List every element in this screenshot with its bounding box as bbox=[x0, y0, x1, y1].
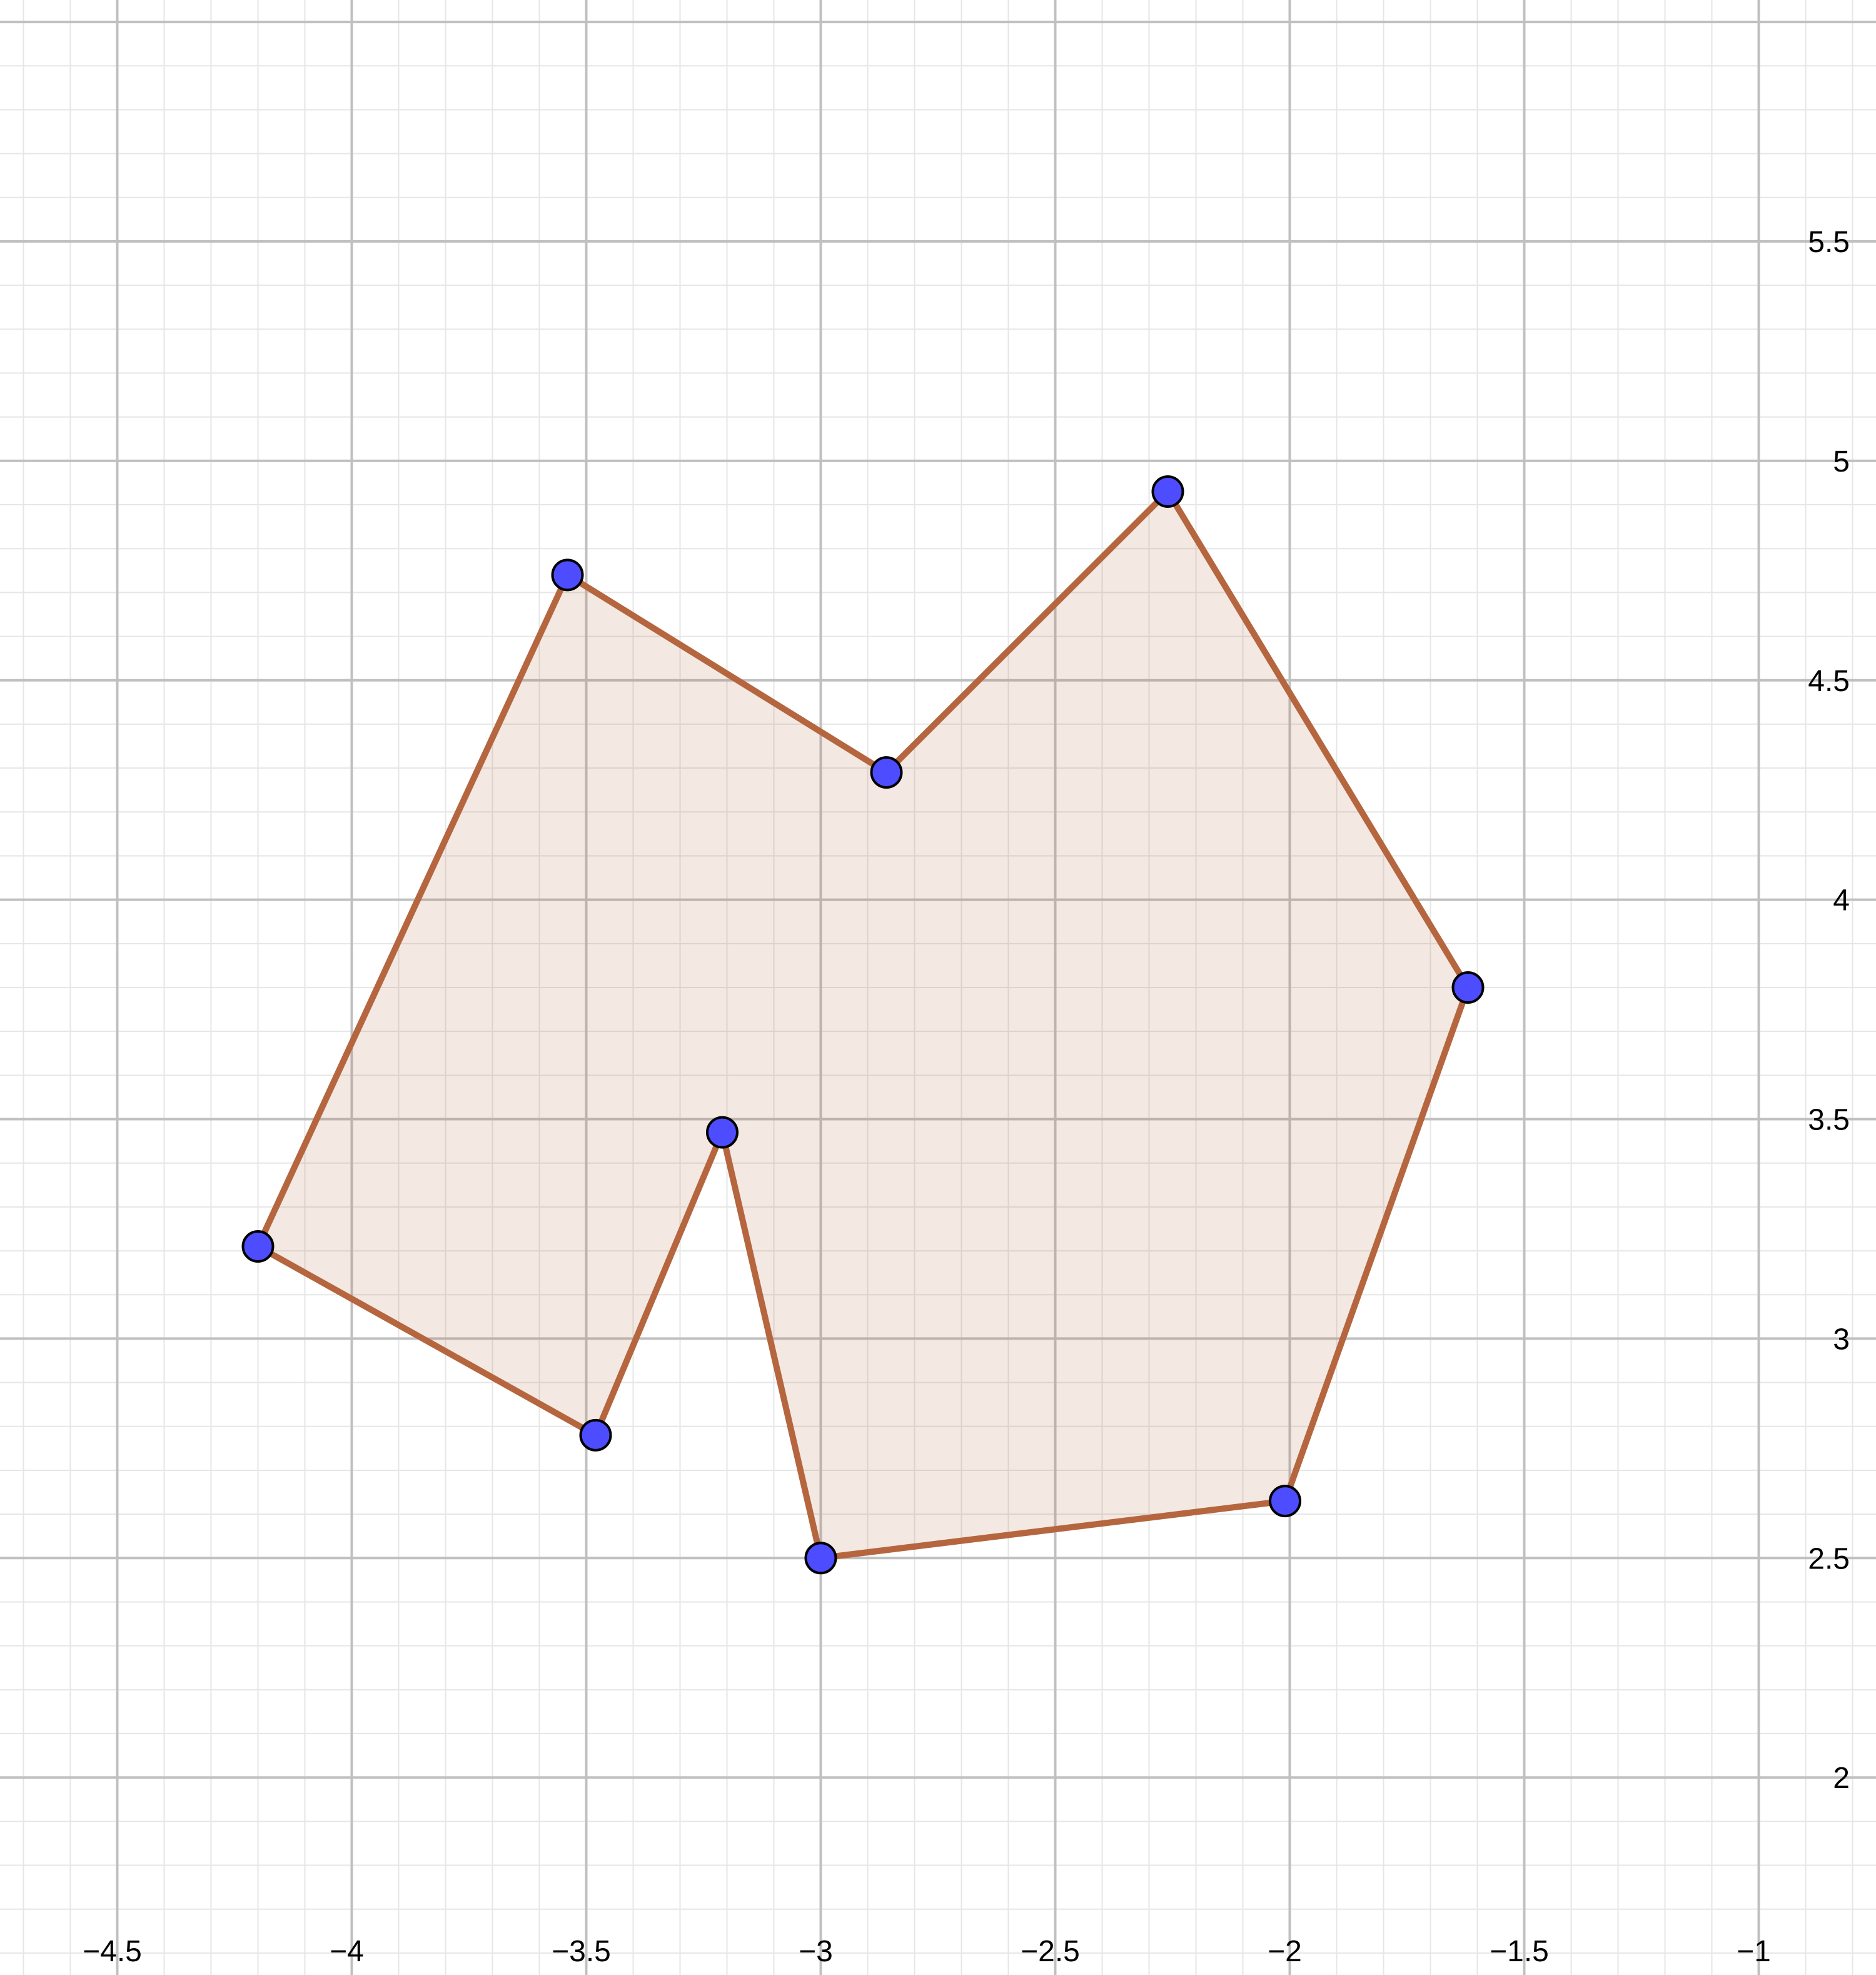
polygon-shape[interactable] bbox=[255, 488, 1471, 1562]
points-layer bbox=[241, 475, 1485, 1575]
y-tick-label: 2.5 bbox=[1808, 1542, 1850, 1575]
x-tick-label: −2.5 bbox=[1021, 1935, 1080, 1968]
vertex-point-1[interactable] bbox=[241, 1230, 275, 1263]
vertex-point-2[interactable] bbox=[551, 558, 584, 592]
x-tick-label: −1 bbox=[1737, 1935, 1771, 1968]
y-tick-label: 5.5 bbox=[1808, 226, 1850, 259]
x-tick-label: −4 bbox=[330, 1935, 364, 1968]
x-tick-label: −3 bbox=[799, 1935, 833, 1968]
vertex-point-6[interactable] bbox=[1269, 1485, 1301, 1518]
x-tick-label: −1.5 bbox=[1490, 1935, 1549, 1968]
vertex-point-8[interactable] bbox=[706, 1116, 739, 1149]
vertex-point-7[interactable] bbox=[804, 1542, 837, 1575]
y-tick-label: 5 bbox=[1833, 445, 1850, 478]
y-tick-label: 3.5 bbox=[1808, 1104, 1850, 1137]
y-tick-label: 4 bbox=[1833, 884, 1850, 917]
x-tick-label: −3.5 bbox=[552, 1935, 611, 1968]
x-tick-label: −4.5 bbox=[83, 1935, 142, 1968]
y-tick-label: 2 bbox=[1833, 1762, 1850, 1795]
x-tick-label: −2 bbox=[1268, 1935, 1302, 1968]
x-axis-tick-labels: −4.5 −4 −3.5 −3 −2.5 −2 −1.5 −1 bbox=[83, 1935, 1771, 1968]
y-tick-label: 4.5 bbox=[1808, 665, 1850, 698]
vertex-point-5[interactable] bbox=[1451, 971, 1485, 1004]
y-tick-label: 3 bbox=[1833, 1323, 1850, 1356]
vertex-point-4[interactable] bbox=[1151, 475, 1184, 508]
vertex-point-9[interactable] bbox=[579, 1418, 612, 1452]
y-axis-tick-labels: 2 2.5 3 3.5 4 4.5 5 5.5 bbox=[1808, 226, 1850, 1795]
vertex-point-3[interactable] bbox=[870, 756, 903, 789]
polygon-layer bbox=[255, 488, 1471, 1562]
